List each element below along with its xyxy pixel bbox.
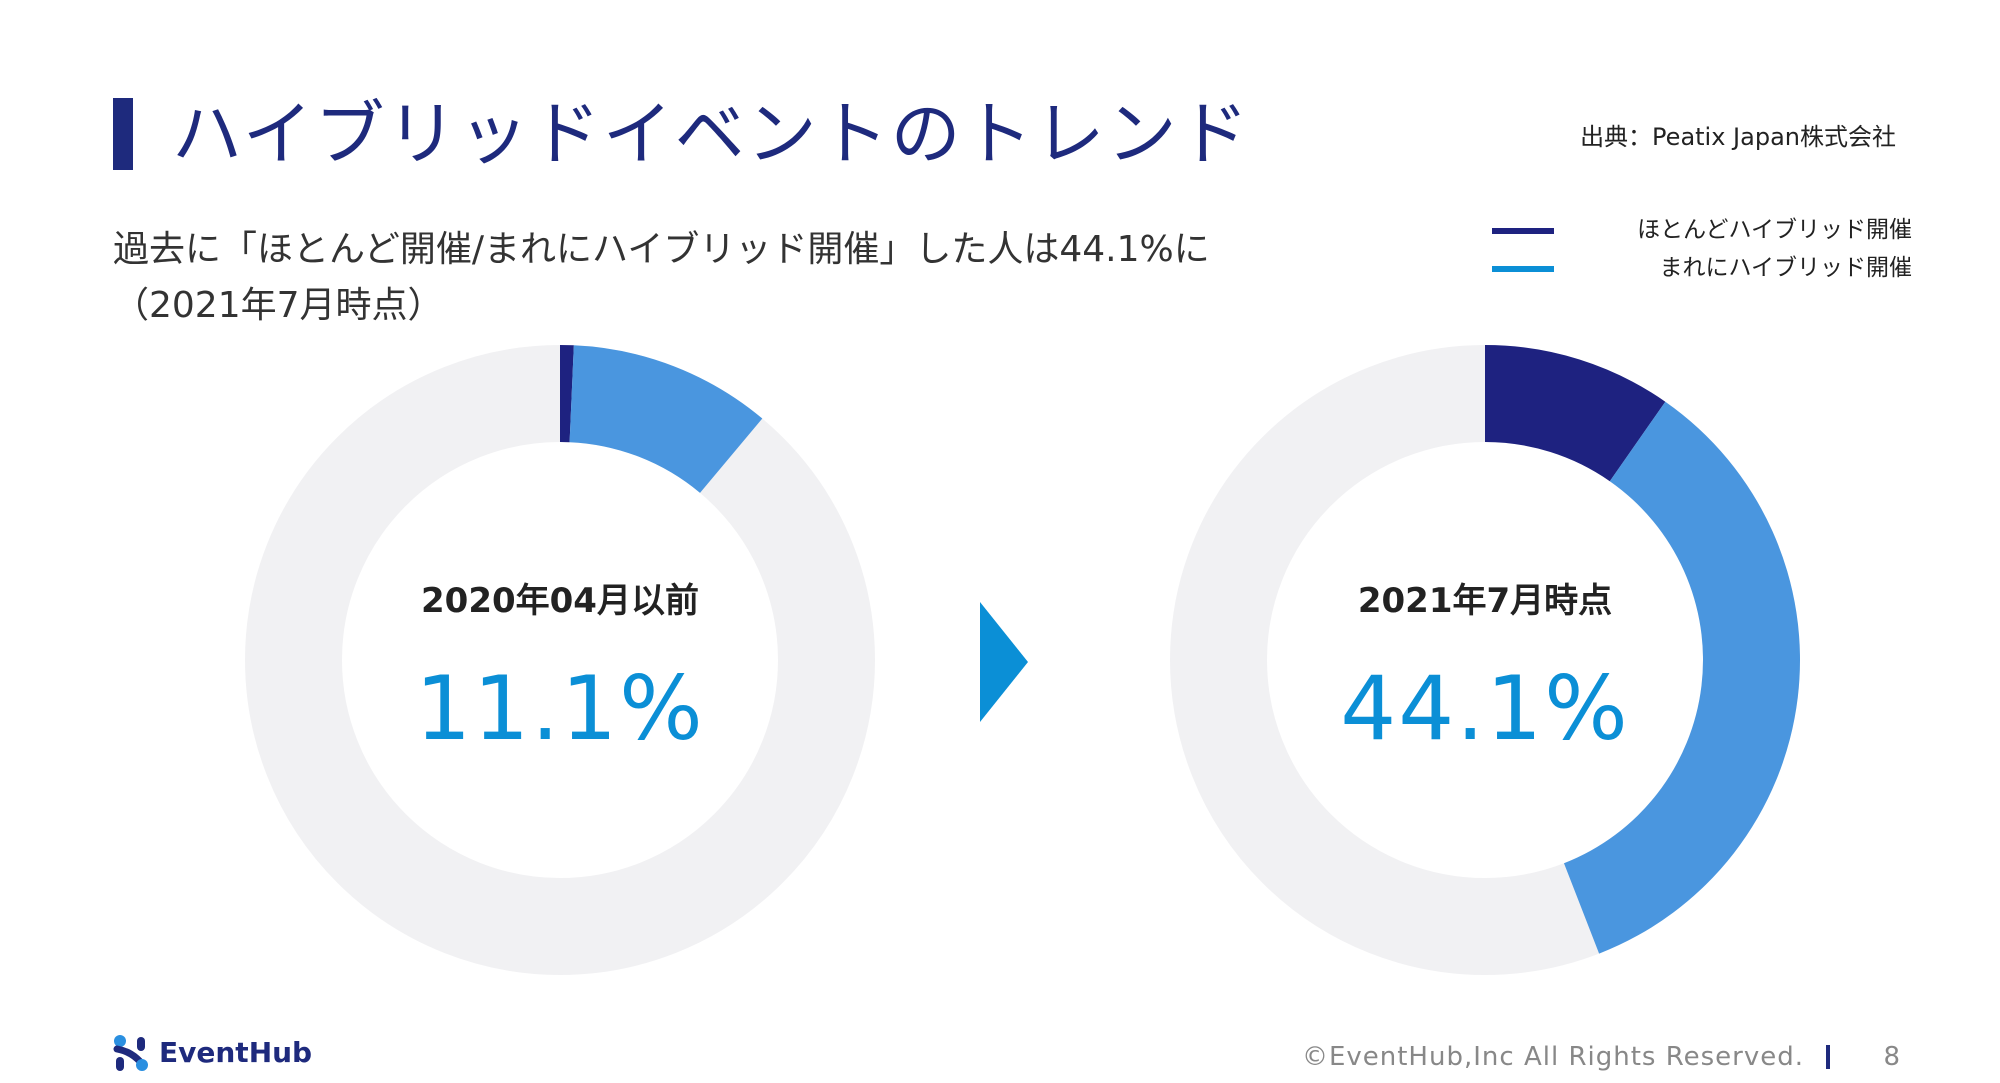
legend-item-mostly: ほとんどハイブリッド開催 bbox=[1492, 212, 1912, 248]
copyright-text: ©EventHub,Inc All Rights Reserved. bbox=[1301, 1042, 1804, 1072]
subtitle-line-2: （2021年7月時点） bbox=[113, 285, 444, 326]
source-credit: 出典：Peatix Japan株式会社 bbox=[1580, 123, 1896, 151]
eventhub-logo: EventHub bbox=[113, 1033, 312, 1073]
legend-swatch-mostly bbox=[1492, 228, 1554, 234]
subtitle: 過去に「ほとんど開催/まれにハイブリッド開催」した人は44.1%に （2021年… bbox=[113, 222, 1210, 334]
legend-swatch-rarely bbox=[1492, 266, 1554, 272]
page-title: ハイブリッドイベントのトレンド bbox=[172, 93, 1251, 175]
eventhub-logo-icon bbox=[113, 1035, 148, 1071]
chart-period-label: 2021年7月時点 bbox=[1357, 581, 1613, 621]
slice-rarely-hybrid bbox=[569, 345, 763, 493]
title-accent-bar bbox=[113, 98, 133, 170]
legend-item-rarely: まれにハイブリッド開催 bbox=[1492, 250, 1912, 286]
logo-text: EventHub bbox=[159, 1036, 313, 1069]
donut-svg-2021 bbox=[1170, 345, 1800, 975]
chart-period-label: 2020年04月以前 bbox=[421, 581, 699, 621]
donut-chart-2020: 2020年04月以前 11.1% bbox=[245, 345, 875, 975]
donut-svg-2020 bbox=[245, 345, 875, 975]
slice-mostly-hybrid bbox=[1485, 345, 1666, 482]
subtitle-line-1: 過去に「ほとんど開催/まれにハイブリッド開催」した人は44.1%に bbox=[113, 229, 1210, 270]
legend-label-rarely: まれにハイブリッド開催 bbox=[1659, 255, 1912, 281]
legend-label-mostly: ほとんどハイブリッド開催 bbox=[1637, 217, 1912, 243]
chart-center-value: 44.1% bbox=[1340, 657, 1630, 760]
footer: ©EventHub,Inc All Rights Reserved. 8 bbox=[1300, 1037, 1900, 1077]
slice-rarely-hybrid bbox=[1563, 401, 1800, 954]
footer-divider bbox=[1826, 1045, 1830, 1069]
arrow-right-icon bbox=[980, 602, 1028, 722]
slice-mostly-hybrid bbox=[560, 345, 574, 443]
page-number: 8 bbox=[1883, 1042, 1900, 1072]
chart-legend: ほとんどハイブリッド開催 まれにハイブリッド開催 bbox=[1492, 212, 1912, 292]
donut-chart-2021: 2021年7月時点 44.1% bbox=[1170, 345, 1800, 975]
chart-center-value: 11.1% bbox=[415, 657, 705, 760]
